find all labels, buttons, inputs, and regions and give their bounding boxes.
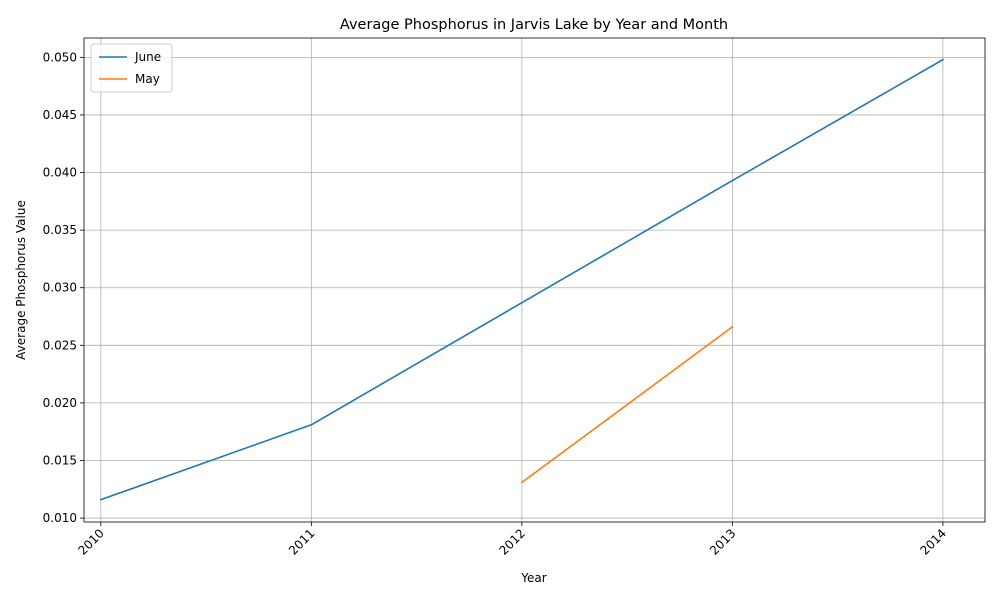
legend-label-may: May (135, 72, 160, 86)
y-tick-label: 0.025 (43, 338, 77, 352)
x-axis-title: Year (520, 571, 546, 585)
grid (84, 38, 985, 522)
y-axis-ticks: 0.010 0.015 0.020 0.025 0.030 0.035 0.040 0.045… (43, 50, 84, 525)
y-axis-title: Average Phosphorus Value (14, 200, 28, 360)
series-line-may (520, 325, 734, 484)
series-line-june (99, 58, 944, 501)
y-tick-label: 0.020 (43, 396, 77, 410)
x-tick-label: 2012 (496, 526, 527, 557)
x-tick-label: 2014 (918, 526, 949, 557)
x-tick-label: 2011 (286, 526, 317, 557)
legend-label-june: June (134, 50, 161, 64)
y-tick-label: 0.050 (43, 50, 77, 64)
y-tick-label: 0.035 (43, 223, 77, 237)
legend: June May (90, 43, 173, 93)
y-tick-label: 0.045 (43, 108, 77, 122)
y-tick-label: 0.040 (43, 166, 77, 180)
x-tick-label: 2010 (75, 526, 106, 557)
x-tick-label: 2013 (707, 526, 738, 557)
chart-title: Average Phosphorus in Jarvis Lake by Yea… (340, 17, 728, 33)
series-lines (99, 58, 944, 501)
y-tick-label: 0.015 (43, 453, 77, 467)
x-axis-ticks: 2010 2011 2012 2013 2014 (75, 522, 949, 558)
y-tick-label: 0.010 (43, 511, 77, 525)
y-tick-label: 0.030 (43, 281, 77, 295)
plot-area-frame (83, 37, 986, 523)
legend-frame (90, 43, 173, 93)
